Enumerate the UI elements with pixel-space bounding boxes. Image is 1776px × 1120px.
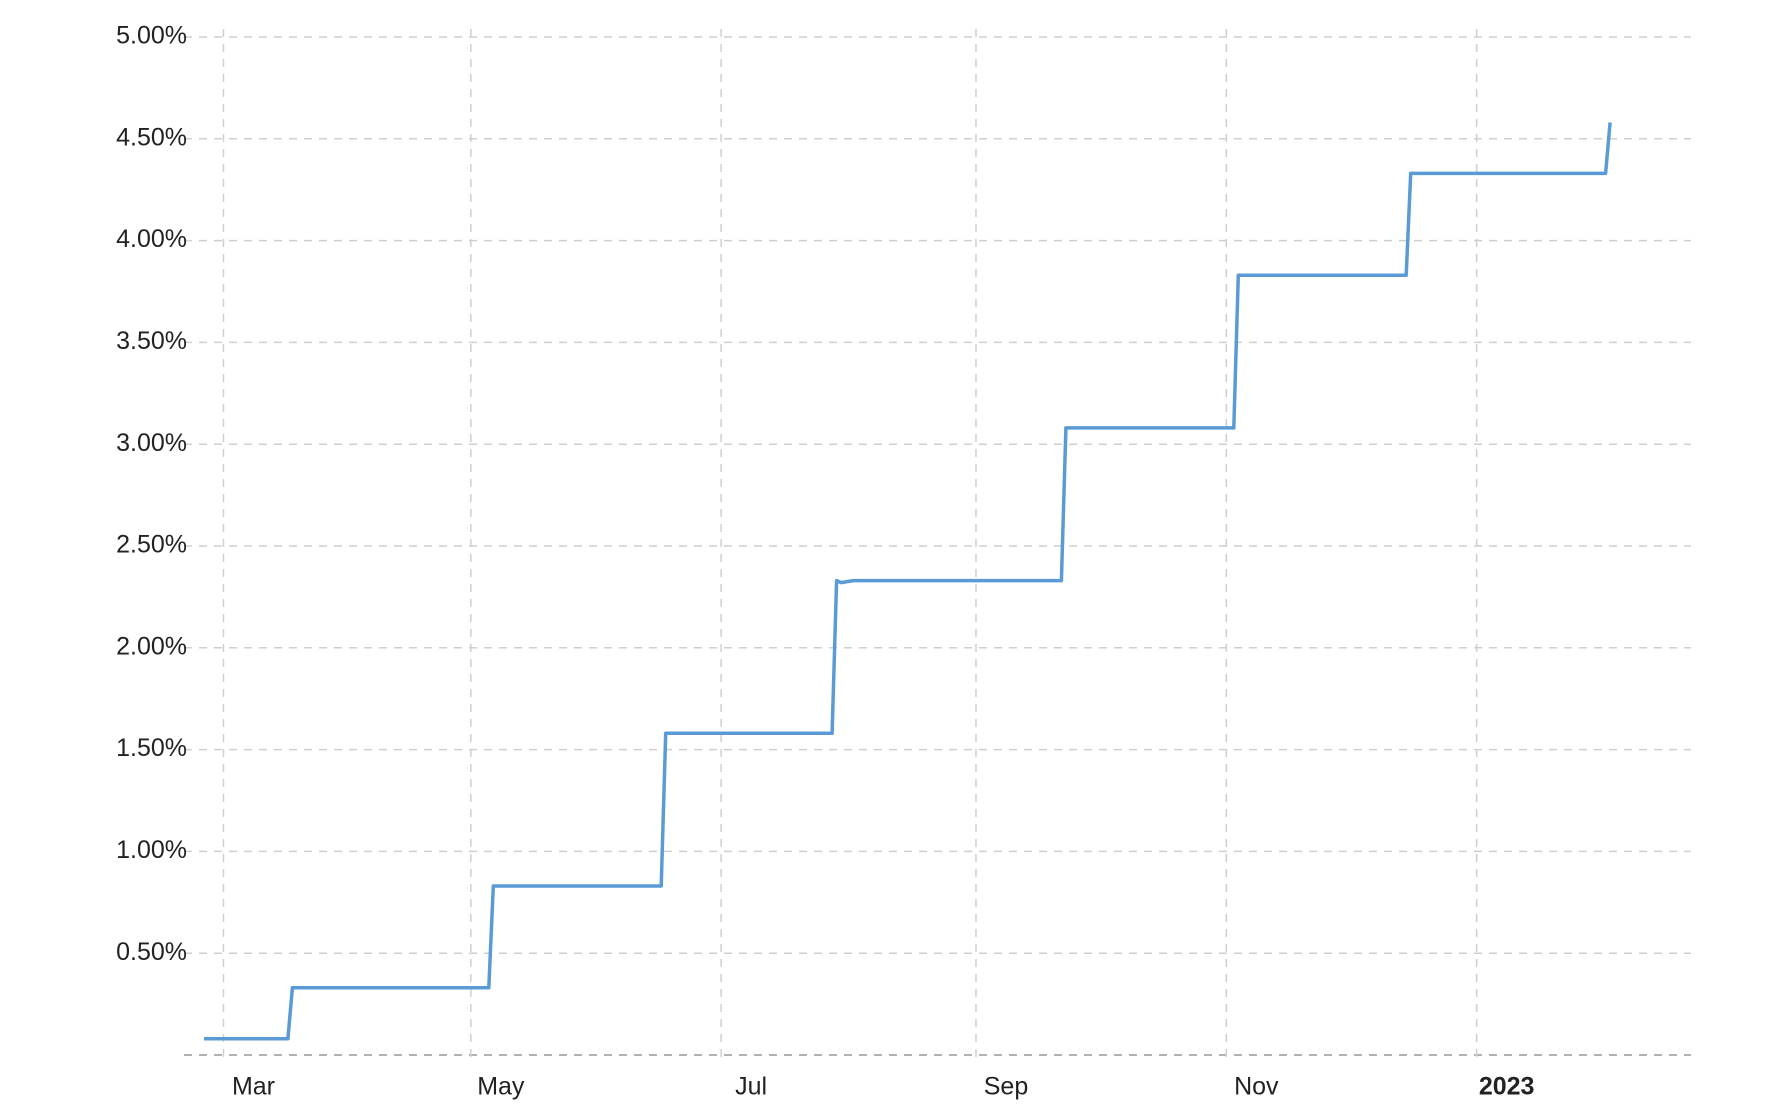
x-tick-label: Mar	[232, 1073, 275, 1101]
data-line	[204, 122, 1612, 1041]
x-tick-label: 2023	[1479, 1073, 1535, 1101]
y-tick-label: 5.00%	[116, 22, 187, 50]
x-tick-label: Sep	[984, 1073, 1028, 1101]
y-tick-label: 1.50%	[116, 734, 187, 762]
y-tick-label: 2.50%	[116, 531, 187, 559]
y-tick-label: 4.00%	[116, 225, 187, 253]
y-tick-label: 0.50%	[116, 938, 187, 966]
y-tick-label: 3.50%	[116, 327, 187, 355]
x-tick-label: Nov	[1234, 1073, 1279, 1101]
x-tick-label: Jul	[735, 1073, 767, 1101]
y-tick-label: 3.00%	[116, 429, 187, 457]
x-tick-label: May	[477, 1073, 525, 1101]
y-tick-label: 4.50%	[116, 123, 187, 151]
y-tick-label: 1.00%	[116, 836, 187, 864]
y-tick-label: 2.00%	[116, 632, 187, 660]
